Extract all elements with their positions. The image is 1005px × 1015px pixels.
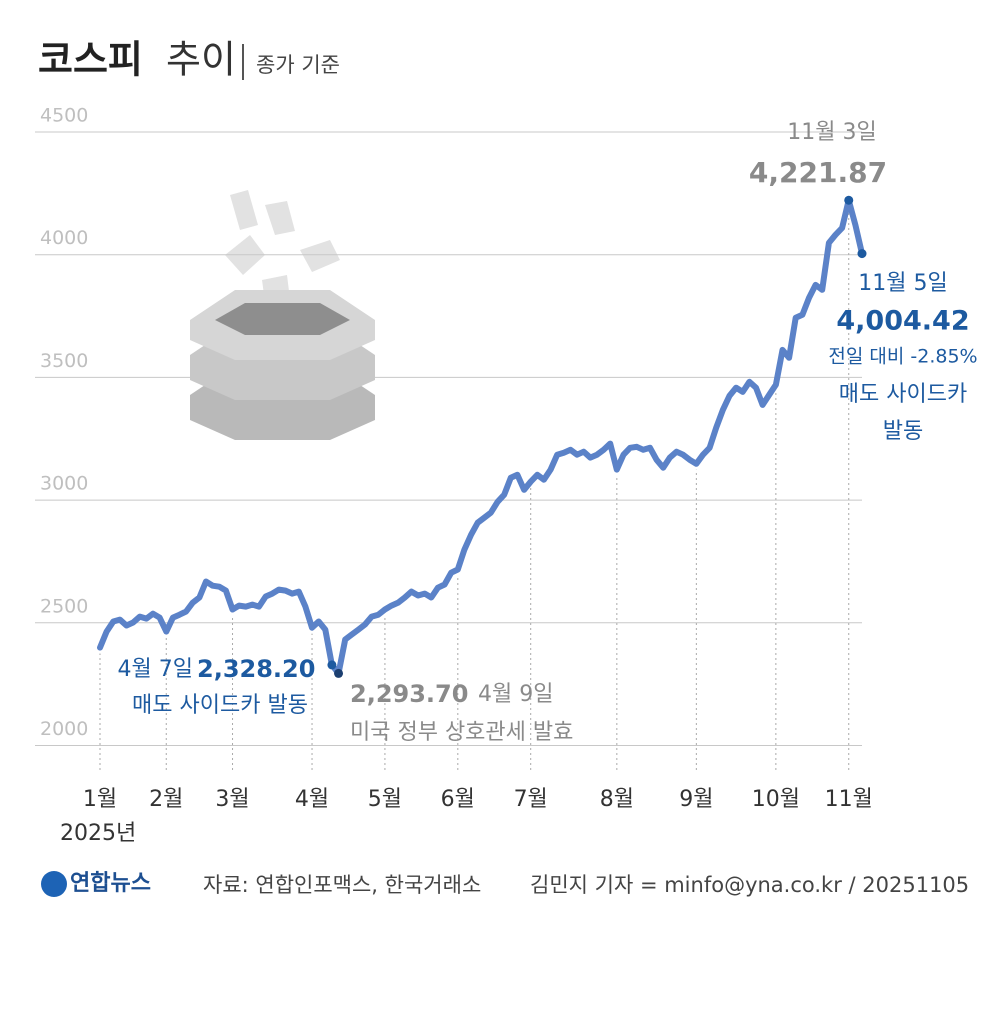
- y-tick-label: 3000: [40, 473, 88, 495]
- point-marker: [327, 660, 337, 670]
- y-tick-label: 4500: [40, 105, 88, 127]
- sidecar-icon: [190, 190, 375, 440]
- x-tick-label: 3월: [215, 787, 249, 812]
- logo-mark: [41, 871, 67, 897]
- series-line: [97, 197, 865, 677]
- chart-title-suffix: 추이: [166, 38, 236, 82]
- y-tick-label: 3500: [40, 350, 88, 372]
- x-tick-label: 1월: [83, 787, 117, 812]
- source: 자료: 연합인포맥스, 한국거래소: [203, 873, 481, 897]
- annotation-date: 11월 5일: [858, 271, 947, 296]
- annotation-note: 매도 사이드카: [839, 382, 967, 407]
- point-marker: [334, 668, 344, 678]
- annotation-label: 4,004.42: [836, 306, 969, 337]
- annotation-date: 4월 7일: [118, 657, 193, 682]
- x-tick-label: 5월: [368, 787, 402, 812]
- annotation-note: 발동: [883, 419, 923, 444]
- x-tick-label: 9월: [679, 787, 713, 812]
- x-tick-label: 6월: [441, 787, 475, 812]
- credit: 김민지 기자 = minfo@yna.co.kr / 20251105: [530, 873, 969, 897]
- annotation-note: 미국 정부 상호관세 발효: [350, 720, 573, 745]
- x-tick-label: 11월: [825, 787, 873, 812]
- x-tick-label: 8월: [600, 787, 634, 812]
- x-tick-label: 7월: [514, 787, 548, 812]
- year-label: 2025년: [60, 821, 136, 846]
- point-marker: [857, 249, 867, 259]
- chart-subtitle: 종가 기준: [256, 53, 340, 77]
- y-tick-label: 2000: [40, 718, 88, 740]
- x-tick-label: 10월: [752, 787, 800, 812]
- logo: 연합뉴스: [70, 870, 151, 896]
- annotation-label: 4,221.87: [749, 156, 887, 189]
- annotation-label: 2,293.70: [350, 680, 468, 708]
- chart-title: 코스피: [38, 38, 143, 82]
- annotation-note: 매도 사이드카 발동: [132, 693, 308, 718]
- point-marker: [844, 195, 854, 205]
- y-tick-label: 4000: [40, 227, 88, 249]
- x-tick-label: 4월: [295, 787, 329, 812]
- footer: 연합뉴스 자료: 연합인포맥스, 한국거래소 김민지 기자 = minfo@yn…: [41, 870, 969, 897]
- y-tick-label: 2500: [40, 595, 88, 617]
- annotation-change: 전일 대비 -2.85%: [828, 346, 977, 368]
- x-tick-label: 2월: [149, 787, 183, 812]
- annotation-label: 2,328.20: [197, 655, 315, 683]
- annotation-date: 11월 3일: [787, 120, 876, 145]
- annotation-date: 4월 9일: [478, 682, 553, 707]
